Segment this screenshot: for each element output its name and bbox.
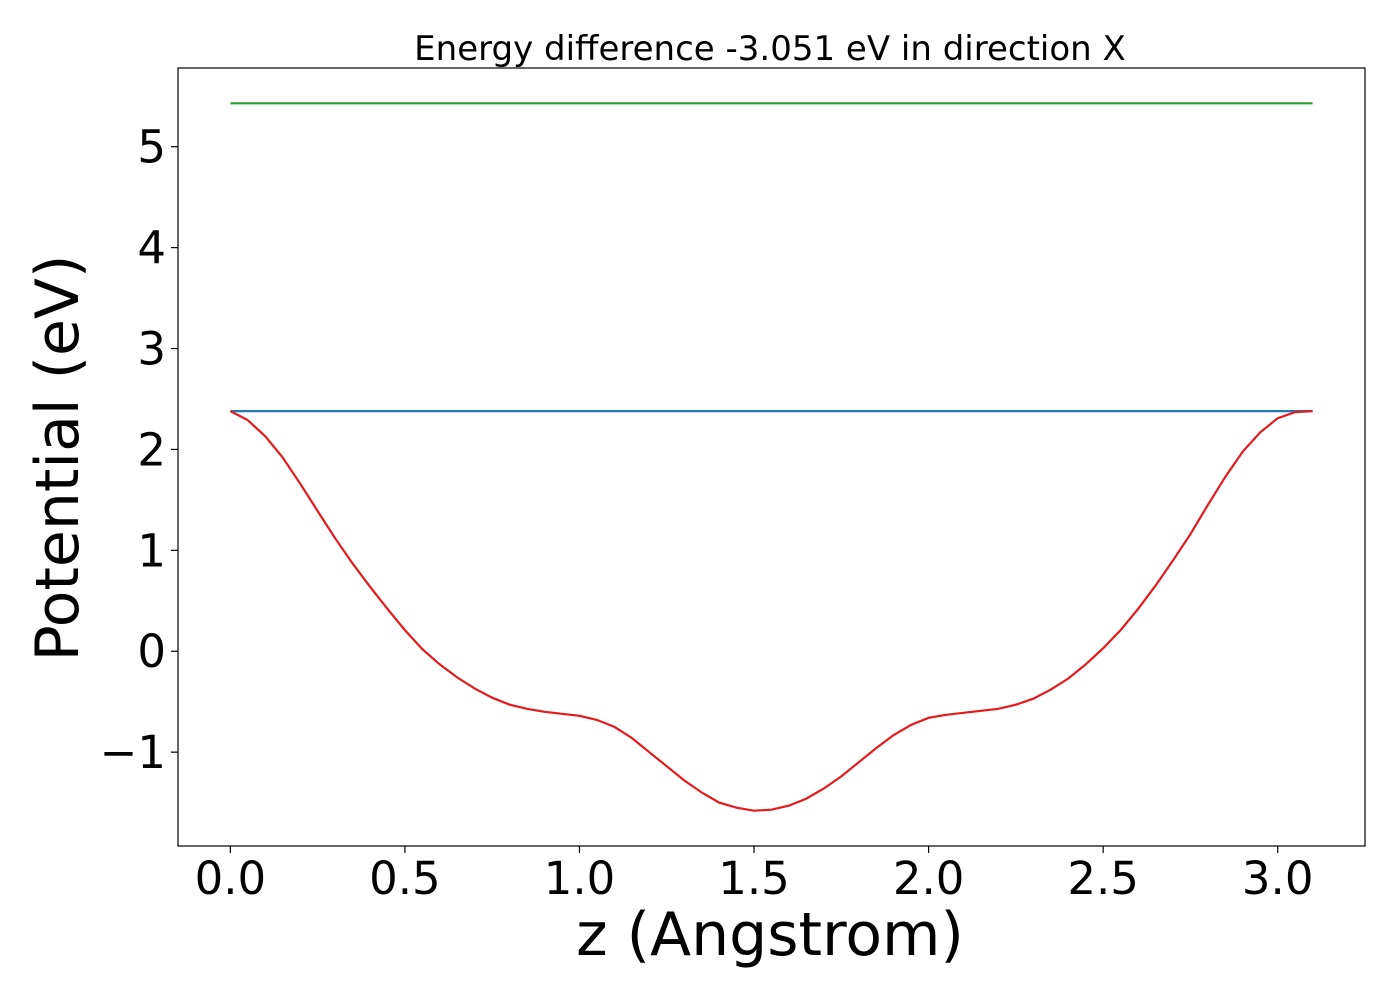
x-tick-label: 1.0 xyxy=(544,852,616,905)
x-tick-label: 3.0 xyxy=(1242,852,1314,905)
x-tick-label: 2.5 xyxy=(1067,852,1139,905)
chart-title: Energy difference -3.051 eV in direction… xyxy=(414,29,1126,69)
y-tick-label: 3 xyxy=(137,323,166,376)
x-axis: 0.0 0.5 1.0 1.5 2.0 2.5 3.0 xyxy=(195,846,1314,905)
y-tick-label: 1 xyxy=(137,524,166,577)
x-tick-label: 1.5 xyxy=(718,852,790,905)
y-tick-label: 5 xyxy=(137,121,166,174)
y-tick-label: 0 xyxy=(137,625,166,678)
y-tick-label: 4 xyxy=(137,222,166,275)
x-tick-label: 2.0 xyxy=(893,852,965,905)
x-tick-label: 0.0 xyxy=(195,852,267,905)
y-axis-label: Potential (eV) xyxy=(23,255,93,662)
series-line-2 xyxy=(229,410,1313,812)
y-tick-label: 2 xyxy=(137,423,166,476)
x-tick-label: 0.5 xyxy=(369,852,441,905)
y-tick-label: −1 xyxy=(100,726,166,779)
plot-frame xyxy=(177,67,1366,847)
y-axis: −1 0 1 2 3 4 5 xyxy=(100,121,178,779)
series-layer xyxy=(229,102,1313,812)
x-axis-label: z (Angstrom) xyxy=(576,900,964,970)
